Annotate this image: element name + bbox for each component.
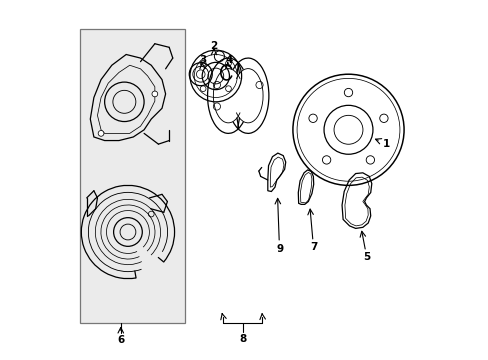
Text: 9: 9	[276, 244, 284, 254]
Text: 6: 6	[117, 334, 124, 345]
Text: 4: 4	[224, 55, 232, 65]
Circle shape	[98, 131, 104, 136]
Text: 2: 2	[210, 41, 217, 51]
Text: 5: 5	[362, 252, 369, 262]
Text: 3: 3	[199, 55, 206, 65]
Text: 8: 8	[239, 333, 246, 343]
Text: 7: 7	[310, 242, 318, 252]
Circle shape	[152, 91, 158, 97]
Bar	[80, 30, 185, 323]
Text: 1: 1	[382, 139, 389, 149]
